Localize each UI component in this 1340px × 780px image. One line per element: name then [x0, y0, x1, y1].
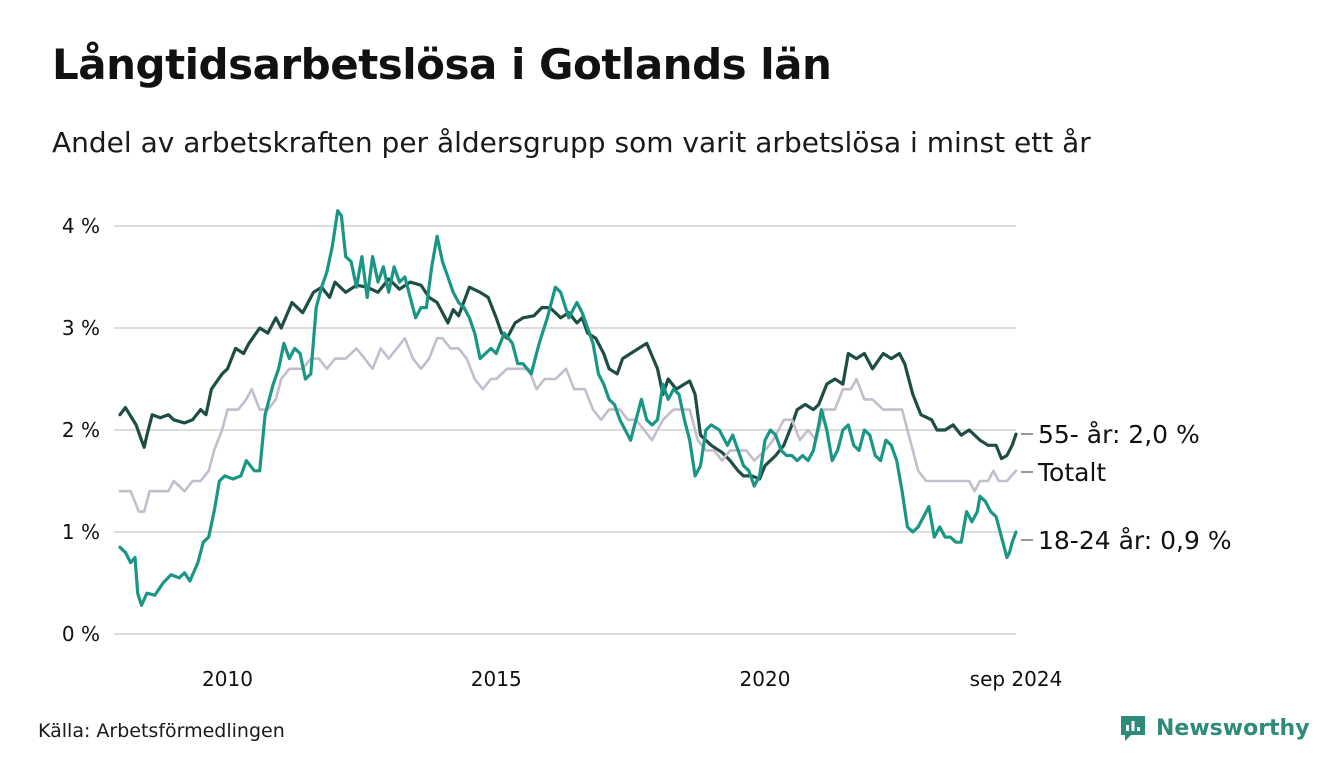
series-labels: 55- år: 2,0 % Totalt 18-24 år: 0,9 % — [1021, 420, 1232, 555]
brand-name: Newsworthy — [1156, 715, 1310, 741]
y-tick-label: 0 % — [62, 622, 100, 646]
x-tick-label: 2015 — [471, 667, 522, 691]
series-line-age55 — [118, 277, 1018, 481]
line-chart: 0 % 1 % 2 % 3 % 4 % 2010 2015 2020 sep 2024 55-… — [62, 209, 1232, 691]
series-label-age1824: 18-24 år: 0,9 % — [1038, 526, 1232, 555]
x-axis-ticks: 2010 2015 2020 sep 2024 — [202, 667, 1062, 691]
x-tick-label: 2010 — [202, 667, 253, 691]
newsworthy-logo-icon — [1121, 716, 1145, 741]
series-line-total — [118, 336, 1018, 513]
y-tick-label: 1 % — [62, 520, 100, 544]
y-tick-label: 2 % — [62, 418, 100, 442]
y-tick-label: 4 % — [62, 214, 100, 238]
series-label-total: Totalt — [1037, 458, 1106, 487]
y-axis-ticks: 0 % 1 % 2 % 3 % 4 % — [62, 214, 100, 646]
gridlines — [114, 225, 1016, 635]
x-tick-label: 2020 — [740, 667, 791, 691]
chart-subtitle: Andel av arbetskraften per åldersgrupp s… — [52, 126, 1091, 159]
brand-logo[interactable]: Newsworthy — [1118, 713, 1310, 743]
source-note: Källa: Arbetsförmedlingen — [38, 720, 285, 742]
series-line-age1824 — [118, 209, 1018, 607]
series-lines — [118, 209, 1018, 607]
x-tick-label: sep 2024 — [970, 667, 1063, 691]
series-label-age55: 55- år: 2,0 % — [1038, 420, 1200, 449]
chart-title: Långtidsarbetslösa i Gotlands län — [52, 40, 832, 89]
y-tick-label: 3 % — [62, 316, 100, 340]
